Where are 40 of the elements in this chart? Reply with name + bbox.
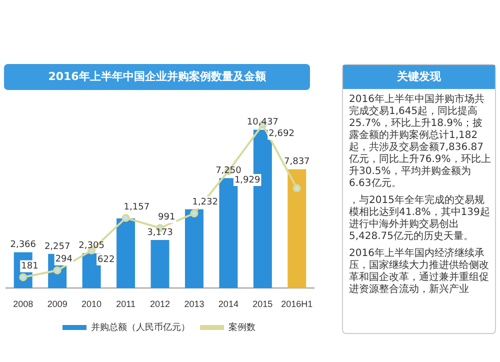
bar <box>184 209 204 288</box>
data-label: 2,366 <box>10 240 36 250</box>
x-tick-label: 2008 <box>13 299 34 310</box>
x-tick-label: 2015 <box>252 299 273 310</box>
point <box>122 214 130 222</box>
x-tick-label: 2012 <box>150 299 170 310</box>
x-tick-label: 2016H1 <box>281 299 313 310</box>
point <box>53 266 62 274</box>
x-tick-label: 2010 <box>82 299 102 310</box>
x-tick-label: 2009 <box>47 299 68 310</box>
data-label: 1,157 <box>124 202 150 212</box>
text: 2016年上半年国内经济继续承压，国家继续大力推进供给侧改革和国企改革，通过兼并重组促进资源整合流动，新兴产业 <box>349 248 490 296</box>
x-tick-label: 2011 <box>116 299 136 310</box>
bar <box>288 169 306 288</box>
data-label: 1,929 <box>234 175 260 186</box>
data-label: 2,257 <box>44 242 70 252</box>
data-label: 2,305 <box>78 241 104 252</box>
data-label: 991 <box>158 212 176 222</box>
data-label: 181 <box>21 262 38 272</box>
legend-label: 案例数 <box>228 322 256 332</box>
data-label: 3,173 <box>147 228 173 238</box>
data-label: 2,692 <box>268 129 294 140</box>
data-label: 1,232 <box>192 198 218 208</box>
x-tick-label: 2014 <box>218 299 238 310</box>
data-label: 622 <box>98 254 115 265</box>
point <box>190 209 198 218</box>
text: 关键发现 <box>343 65 495 89</box>
bar <box>150 240 170 288</box>
text: ，与2015年全年完成的交易规模相比达到41.8%，其中139起进行中海外并购交易创出5,428.75亿元的历史天量。 <box>349 195 491 243</box>
x-tick-label: 2013 <box>184 299 204 310</box>
point <box>292 184 301 192</box>
data-label: 7,837 <box>284 157 310 168</box>
bar <box>116 218 136 288</box>
data-label: 294 <box>55 254 73 265</box>
text: 2016年上半年中国并购市场共完成交易1,645起，同比提高25.7%，环比上升18.9%；披露金额的并购案例总计1,182起，共涉及交易金额7,836.87亿元，同比上升76.9%，环比上升30.5%，平均并购金额为6.63亿元。 <box>349 94 491 190</box>
legend-label: 并购总额（人民币亿元） <box>91 322 190 332</box>
data-label: 10,437 <box>246 118 278 128</box>
point <box>19 273 28 282</box>
data-label: 7,250 <box>216 166 242 176</box>
chart-title: 2016年上半年中国企业并购案例数量及金额 <box>4 64 310 90</box>
